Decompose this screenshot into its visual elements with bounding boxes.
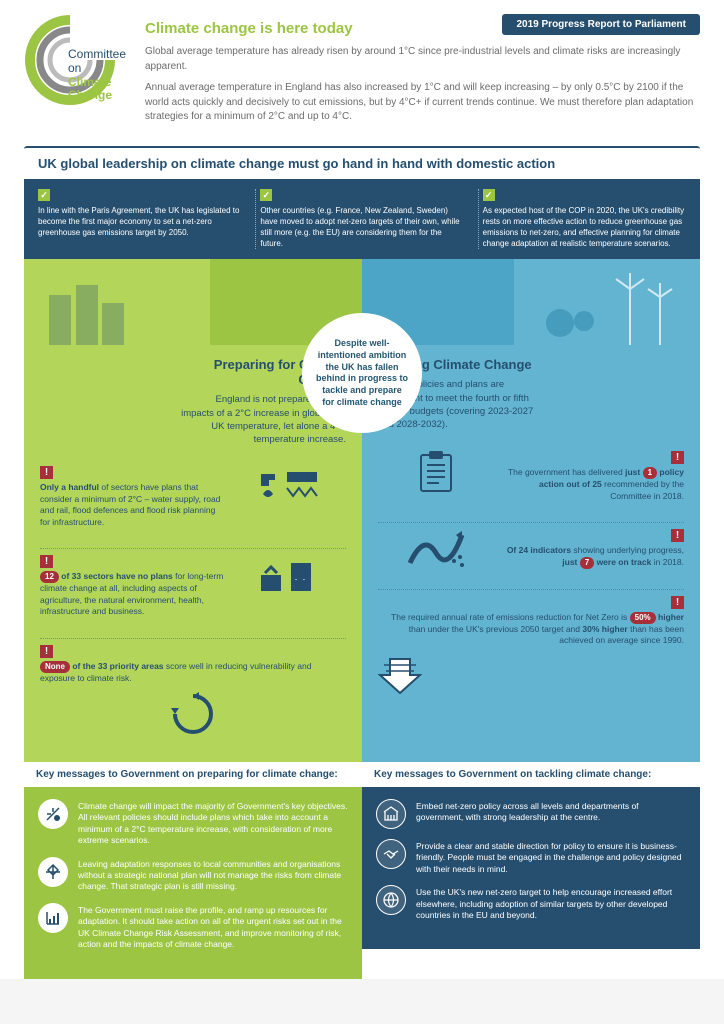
fact-1-of-25: ! The government has delivered just 1 po…	[378, 445, 684, 508]
city-icon	[44, 275, 164, 345]
check-icon: ✓	[483, 189, 495, 201]
logo-line1: Committee on	[68, 48, 126, 76]
handshake-icon	[376, 839, 406, 869]
path-icon	[386, 527, 486, 573]
alert-icon: !	[671, 451, 684, 464]
network-icon	[38, 857, 68, 887]
globe-icon	[376, 885, 406, 915]
leadership-band: ✓In line with the Paris Agreement, the U…	[24, 179, 700, 260]
km-tackling: Key messages to Government on tackling c…	[362, 762, 700, 979]
km-item: Climate change will impact the majority …	[38, 799, 348, 847]
fact-33-sectors: ! 12 of 33 sectors have no plans for lon…	[40, 548, 346, 623]
band-col-3: ✓As expected host of the COP in 2020, th…	[478, 189, 686, 250]
alert-icon: !	[40, 555, 53, 568]
band-col-1: ✓In line with the Paris Agreement, the U…	[38, 189, 241, 250]
clipboard-icon	[386, 449, 486, 495]
check-icon: ✓	[260, 189, 272, 201]
chart-icon	[38, 903, 68, 933]
fact-7-of-24: ! Of 24 indicators showing underlying pr…	[378, 522, 684, 574]
cycle-icon	[40, 692, 346, 739]
thermometer-icon	[38, 799, 68, 829]
band-title: UK global leadership on climate change m…	[24, 146, 700, 179]
alert-icon: !	[40, 466, 53, 479]
km-right-title: Key messages to Government on tackling c…	[362, 762, 700, 787]
alert-icon: !	[671, 529, 684, 542]
fact-handful: ! Only a handful of sectors have plans t…	[40, 460, 346, 534]
km-preparing: Key messages to Government on preparing …	[24, 762, 362, 979]
km-item: Embed net-zero policy across all levels …	[376, 799, 686, 829]
center-callout: Despite well-intentioned ambition the UK…	[302, 313, 422, 433]
split-panel: Despite well-intentioned ambition the UK…	[24, 259, 700, 761]
km-item: Provide a clear and stable direction for…	[376, 839, 686, 875]
km-item: Leaving adaptation responses to local co…	[38, 857, 348, 893]
report-badge: 2019 Progress Report to Parliament	[502, 14, 700, 35]
preparing-column: Preparing for Climate Change England is …	[24, 259, 362, 761]
km-left-title: Key messages to Government on preparing …	[24, 762, 362, 787]
alert-icon: !	[40, 645, 53, 658]
tackling-column: Tackling Climate Change Current policies…	[362, 259, 700, 761]
alert-icon: !	[671, 596, 684, 609]
water-infra-icon	[238, 464, 338, 510]
km-item: The Government must raise the profile, a…	[38, 903, 348, 951]
down-arrow-icon	[378, 655, 684, 698]
intro-p2: Annual average temperature in England ha…	[145, 81, 700, 125]
wind-turbines-icon	[540, 269, 680, 345]
papers-icon	[238, 553, 338, 599]
check-icon: ✓	[38, 189, 50, 201]
ccc-logo: Committee on Climate Change	[24, 20, 124, 100]
fact-50-higher: ! The required annual rate of emissions …	[378, 589, 684, 704]
logo-line2: Climate Change	[68, 76, 126, 104]
km-item: Use the UK's new net-zero target to help…	[376, 885, 686, 921]
band-col-2: ✓Other countries (e.g. France, New Zeala…	[255, 189, 463, 250]
government-icon	[376, 799, 406, 829]
fact-priority-areas: ! None of the 33 priority areas score we…	[40, 638, 346, 746]
intro-p1: Global average temperature has already r…	[145, 45, 700, 74]
